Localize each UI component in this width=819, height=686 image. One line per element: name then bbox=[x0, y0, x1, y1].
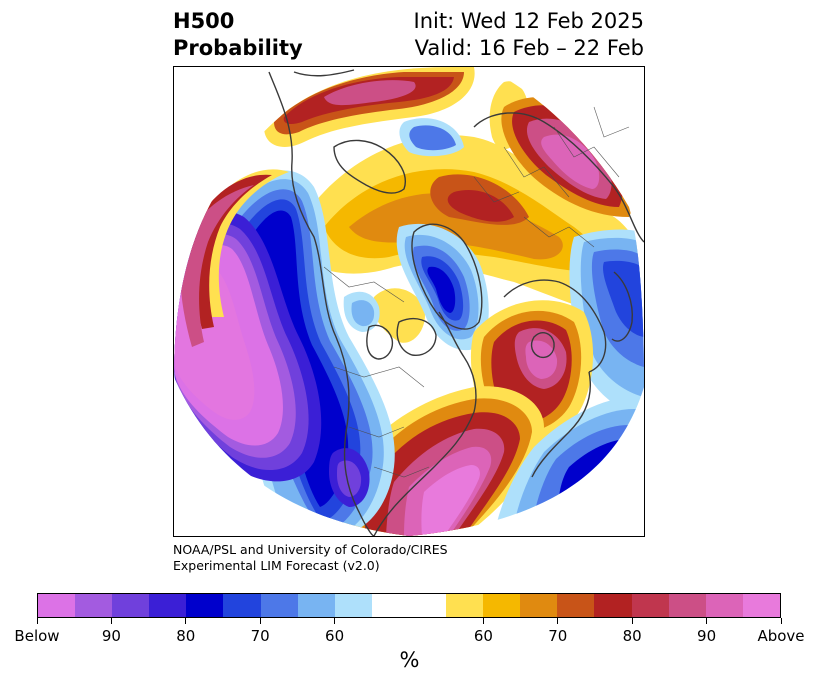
polar-map bbox=[173, 66, 645, 537]
credit-line-1: NOAA/PSL and University of Colorado/CIRE… bbox=[173, 542, 448, 557]
colorbar-cell bbox=[631, 594, 669, 617]
colorbar-tick-label: 60 bbox=[473, 627, 493, 645]
colorbar-cell bbox=[446, 594, 484, 617]
colorbar-cell bbox=[297, 594, 335, 617]
colorbar-tick bbox=[780, 618, 782, 624]
greenland-below-anomaly bbox=[396, 118, 489, 351]
colorbar-tick bbox=[482, 618, 484, 624]
title-quantity: Probability bbox=[173, 36, 303, 60]
colorbar-tick-label: 60 bbox=[325, 627, 345, 645]
colorbar-tick-label: Below bbox=[14, 627, 60, 645]
colorbar bbox=[37, 593, 781, 618]
colorbar-cell bbox=[260, 594, 298, 617]
colorbar-tick bbox=[110, 618, 112, 624]
colorbar-tick bbox=[36, 618, 38, 624]
political-borders bbox=[323, 106, 630, 478]
colorbar-cell bbox=[334, 594, 372, 617]
colorbar-cell bbox=[112, 594, 150, 617]
title-variable: H500 bbox=[173, 9, 235, 33]
colorbar-cell bbox=[371, 594, 409, 617]
colorbar-tick bbox=[259, 618, 261, 624]
colorbar-cell bbox=[186, 594, 224, 617]
colorbar-cell bbox=[38, 594, 76, 617]
colorbar-tick-label: 80 bbox=[622, 627, 642, 645]
colorbar-tick-label: 90 bbox=[101, 627, 121, 645]
colorbar-unit: % bbox=[399, 648, 420, 672]
colorbar-tick bbox=[557, 618, 559, 624]
colorbar-cell bbox=[594, 594, 632, 617]
colorbar-cell bbox=[557, 594, 595, 617]
colorbar-tick bbox=[334, 618, 336, 624]
coastlines bbox=[268, 69, 644, 536]
map-title: H500 Probability bbox=[173, 8, 303, 62]
colorbar-tick bbox=[631, 618, 633, 624]
colorbar-cell bbox=[223, 594, 261, 617]
colorbar-cell bbox=[149, 594, 187, 617]
anomaly-field bbox=[174, 67, 644, 536]
colorbar-tick-label: Above bbox=[757, 627, 805, 645]
colorbar-cell bbox=[742, 594, 780, 617]
colorbar-tick-label: 70 bbox=[548, 627, 568, 645]
colorbar-cell bbox=[408, 594, 447, 617]
colorbar-tick-label: 90 bbox=[697, 627, 717, 645]
colorbar-tick bbox=[185, 618, 187, 624]
valid-dates: Valid: 16 Feb – 22 Feb bbox=[414, 36, 644, 60]
colorbar-tick bbox=[706, 618, 708, 624]
canada-small-below bbox=[343, 291, 380, 332]
init-date: Init: Wed 12 Feb 2025 bbox=[413, 9, 644, 33]
colorbar-cell bbox=[520, 594, 558, 617]
colorbar-tick-label: 80 bbox=[176, 627, 196, 645]
colorbar-tick-label: 70 bbox=[250, 627, 270, 645]
source-credit: NOAA/PSL and University of Colorado/CIRE… bbox=[173, 542, 448, 574]
forecast-dates: Init: Wed 12 Feb 2025 Valid: 16 Feb – 22… bbox=[414, 8, 644, 62]
colorbar-cell bbox=[705, 594, 743, 617]
probability-map-svg bbox=[174, 67, 644, 536]
credit-line-2: Experimental LIM Forecast (v2.0) bbox=[173, 558, 380, 573]
colorbar-cell bbox=[75, 594, 113, 617]
colorbar-cell bbox=[483, 594, 521, 617]
colorbar-cell bbox=[668, 594, 706, 617]
